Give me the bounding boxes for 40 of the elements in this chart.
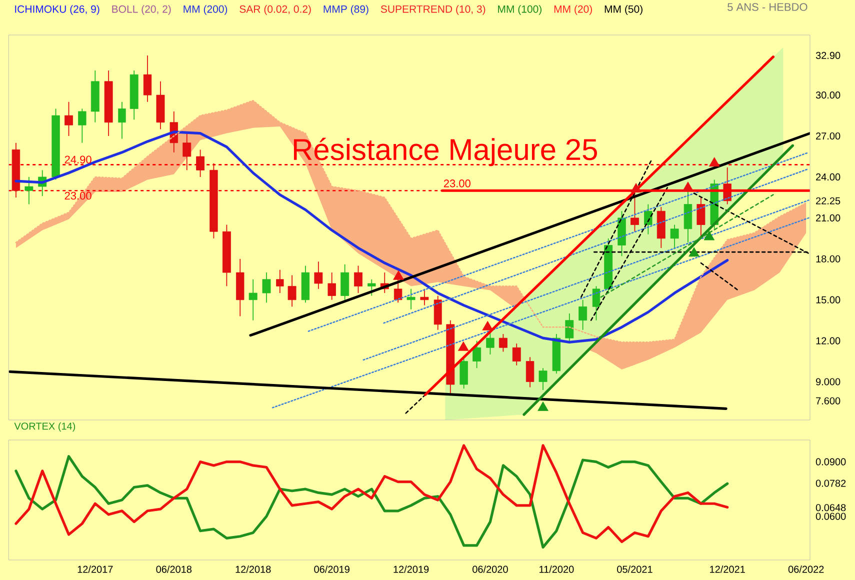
- x-tick-label: 12/2019: [394, 566, 429, 573]
- x-tick-label: 06/2018: [156, 566, 192, 573]
- legend-label: MM (100): [498, 5, 542, 15]
- legend-label: SAR (0.02, 0.2): [240, 5, 311, 15]
- y-tick-label: 32.90: [816, 52, 840, 60]
- y-tick-label: 15.00: [816, 296, 840, 304]
- y-tick-label: 24.00: [816, 173, 840, 181]
- y-tick-label: 12.00: [816, 337, 840, 344]
- chart-subtitle: 5 ANS - HEBDO: [728, 3, 808, 11]
- text: MM (200): [184, 5, 228, 15]
- y-tick-label: 30.00: [816, 92, 840, 99]
- x-tick-label: 06/2019: [314, 566, 350, 573]
- annotation: Résistance Majeure 25: [294, 138, 597, 166]
- x-tick-label: 06/2020: [472, 566, 508, 573]
- x-tick-label: 12/2017: [78, 566, 113, 573]
- legend-label: ICHIMOKU (26, 9): [15, 5, 100, 15]
- y-tick-label: 21.00: [816, 214, 840, 222]
- y-tick-label: 0.0900: [816, 458, 846, 466]
- y-tick-label: 7.600: [816, 397, 840, 404]
- y-tick-label: 0.0782: [816, 480, 846, 487]
- y-tick-label: 18.00: [816, 255, 840, 262]
- ref-line-label: 24.90: [64, 156, 92, 164]
- x-tick-label: 11/2020: [539, 566, 574, 573]
- x-tick-label: 12/2021: [710, 566, 745, 573]
- x-tick-label: 12/2018: [236, 566, 271, 573]
- legend-label: MM (50): [604, 5, 642, 15]
- y-tick-label: 0.0600: [816, 512, 846, 520]
- chart-title: VORTEX (14): [14, 422, 76, 432]
- x-tick-label: 06/2022: [788, 566, 824, 573]
- legend-label: BOLL (20, 2): [112, 5, 171, 15]
- ref-line-label: 23.00: [64, 192, 92, 200]
- legend-label: SUPERTREND (10, 3): [380, 5, 486, 15]
- y-tick-label: 0.0648: [816, 504, 846, 512]
- legend-label: MMP (89): [324, 5, 368, 15]
- y-tick-label: 9.000: [816, 378, 840, 386]
- x-tick-label: 05/2021: [617, 566, 652, 573]
- annotation: 23.00: [444, 180, 470, 188]
- y-tick-label: 22.25: [816, 197, 840, 204]
- legend-label: MM (20): [554, 5, 592, 15]
- y-tick-label: 27.00: [816, 132, 840, 140]
